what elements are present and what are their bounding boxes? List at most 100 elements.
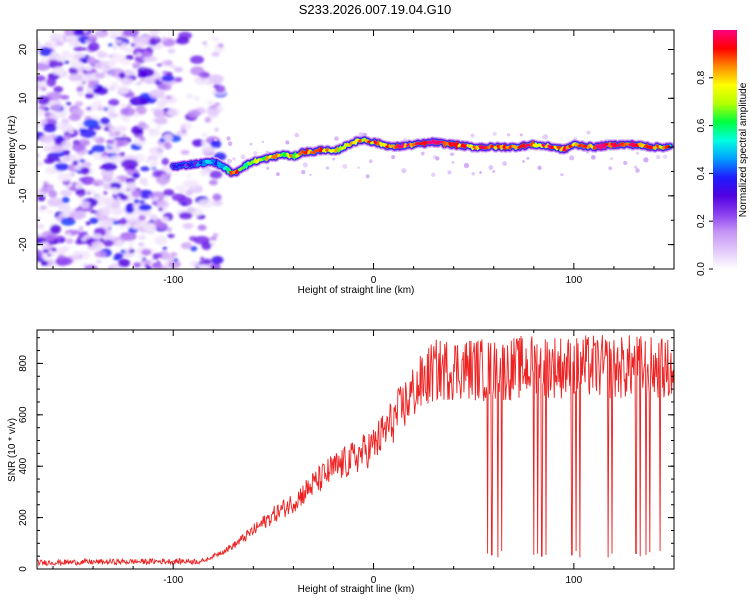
noise-blob: [155, 175, 171, 185]
noise-blob: [54, 55, 67, 62]
y-tick-label: 400: [18, 457, 29, 474]
noise-blob: [115, 239, 124, 248]
noise-speckle: [334, 136, 339, 141]
noise-blob: [45, 234, 56, 243]
x-tick-label: 0: [371, 275, 377, 286]
noise-speckle: [391, 155, 396, 160]
noise-blob: [207, 74, 224, 84]
noise-speckle: [447, 170, 452, 175]
noise-blob: [87, 150, 95, 155]
noise-blob: [97, 206, 112, 216]
noise-blob: [94, 250, 107, 258]
noise-blob: [37, 95, 50, 105]
noise-blob: [173, 258, 179, 262]
noise-blob: [125, 205, 135, 214]
noise-speckle: [358, 132, 363, 137]
noise-blob: [81, 237, 87, 242]
noise-blob: [119, 103, 127, 108]
noise-blob: [109, 155, 125, 164]
colorbar-tick-label: 0.2: [696, 214, 707, 228]
noise-blob: [142, 55, 152, 63]
spectrogram-frame: [36, 29, 675, 270]
colorbar-scale: [713, 30, 737, 269]
noise-blob: [129, 96, 148, 106]
noise-blob: [117, 258, 131, 268]
signal-track-core: [520, 141, 527, 149]
y-tick-label: 200: [18, 509, 29, 526]
noise-blob: [37, 40, 41, 44]
noise-blob: [152, 256, 159, 260]
colorbar-ticks: 0.0 0.2 0.4 0.6 0.8: [696, 70, 713, 276]
noise-blob: [134, 54, 147, 64]
noise-blob: [64, 60, 70, 64]
noise-blob: [76, 81, 83, 87]
x-tick-label: 100: [565, 575, 582, 586]
noise-blob: [108, 112, 119, 119]
noise-blob: [108, 30, 124, 36]
noise-blob: [173, 66, 184, 73]
noise-blob: [91, 233, 103, 240]
noise-blob: [77, 73, 94, 83]
noise-blob: [109, 34, 117, 39]
noise-blob: [63, 134, 71, 141]
noise-blob: [180, 242, 193, 250]
noise-blob: [209, 262, 221, 269]
noise-blob: [182, 222, 194, 230]
noise-speckle: [253, 151, 258, 156]
noise-blob: [86, 56, 97, 65]
noise-blob: [120, 77, 133, 86]
noise-blob: [48, 59, 63, 69]
noise-speckle: [357, 166, 360, 169]
noise-blob: [126, 103, 132, 108]
noise-blob: [117, 86, 130, 95]
noise-blob: [60, 94, 70, 100]
noise-blob: [186, 93, 193, 100]
noise-blob: [74, 208, 81, 212]
noise-blob: [131, 190, 142, 198]
noise-blob: [145, 159, 151, 163]
noise-blob: [57, 203, 71, 211]
noise-blob: [37, 154, 40, 158]
noise-speckle: [522, 160, 525, 163]
noise-blob: [161, 157, 170, 166]
noise-blob: [154, 117, 168, 125]
noise-blob: [186, 173, 192, 178]
noise-blob: [204, 116, 212, 123]
noise-blob: [210, 90, 217, 95]
noise-speckle: [325, 166, 330, 170]
noise-blob: [75, 188, 87, 196]
noise-blob: [45, 166, 57, 175]
noise-blob: [64, 152, 70, 157]
noise-blob: [54, 162, 69, 171]
noise-blob: [119, 232, 137, 241]
noise-blob: [72, 250, 81, 258]
noise-blob: [59, 110, 67, 118]
noise-blob: [113, 256, 120, 261]
noise-blob: [37, 194, 46, 202]
noise-blob: [76, 91, 84, 97]
noise-blob: [42, 249, 49, 254]
noise-blob: [148, 128, 161, 137]
colorbar-tick-label: 0.6: [696, 118, 707, 132]
snr-x-axis-label: Height of straight line (km): [298, 584, 415, 595]
noise-blob: [68, 39, 80, 48]
noise-blob: [206, 100, 214, 105]
noise-blob: [43, 158, 55, 164]
noise-blob: [87, 191, 91, 195]
noise-blob: [162, 133, 173, 142]
noise-speckle: [608, 166, 613, 171]
noise-blob: [148, 194, 156, 199]
noise-blob: [124, 167, 129, 171]
noise-speckle: [301, 169, 306, 175]
noise-blob: [162, 246, 167, 251]
noise-blob: [108, 98, 120, 106]
noise-blob: [189, 261, 200, 267]
noise-blob: [91, 241, 103, 251]
y-tick-label: 0: [18, 144, 29, 150]
noise-blob: [60, 189, 73, 197]
noise-blob: [102, 235, 116, 242]
noise-blob: [80, 200, 91, 209]
noise-blob: [83, 47, 87, 51]
noise-blob: [68, 66, 79, 75]
